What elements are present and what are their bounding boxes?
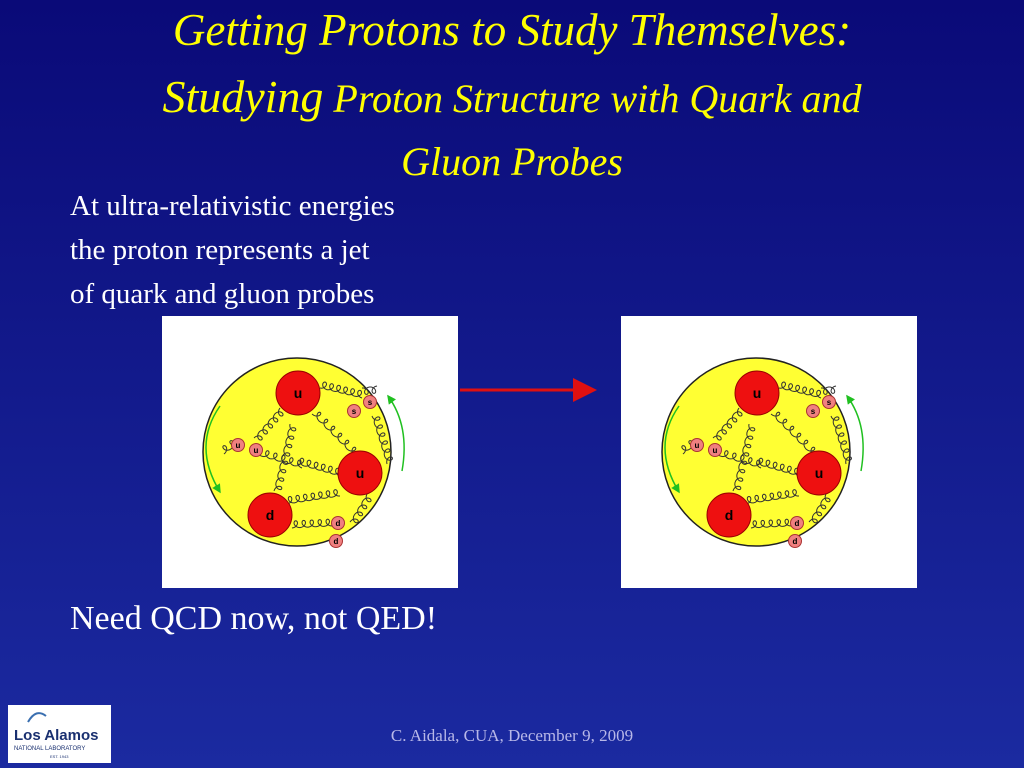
quark-label: s: [811, 407, 816, 416]
gluon: [821, 385, 837, 395]
gluon: [712, 447, 762, 469]
title-rest: Proton Structure with Quark and: [333, 76, 862, 121]
gluon: [286, 489, 340, 505]
gluon: [222, 440, 239, 455]
proton: [202, 357, 392, 547]
valence-quark: [706, 492, 752, 538]
quark-label: u: [294, 385, 303, 401]
gluon: [371, 415, 393, 465]
proton: [661, 357, 851, 547]
quark-label: s: [827, 398, 832, 407]
gluon: [681, 440, 698, 455]
title-line: Getting Protons to Study Themselves:: [172, 5, 852, 55]
title-line: Studying Proton Structure with Quark and: [0, 70, 1024, 123]
gluon: [778, 381, 822, 399]
conclusion: Need QCD now, not QED!: [70, 600, 438, 637]
quark-label: u: [254, 446, 259, 455]
gluon: [712, 407, 743, 441]
logo-sub: NATIONAL LABORATORY: [14, 746, 85, 752]
valence-quark: [796, 450, 842, 496]
gluon: [319, 381, 363, 399]
color-arrow: [846, 394, 864, 472]
sea-quark: [806, 404, 820, 418]
title-lead: Studying: [162, 71, 324, 122]
color-arrow: [664, 405, 680, 494]
gluon: [755, 457, 807, 479]
color-arrow: [387, 394, 405, 472]
quark-label: s: [352, 407, 357, 416]
gluon: [830, 415, 852, 465]
sea-quark: [363, 395, 377, 409]
valence-quark: [337, 450, 383, 496]
gluon: [362, 385, 378, 395]
body-line: At ultra-relativistic energies: [70, 190, 395, 222]
sea-quark: [331, 516, 345, 530]
gluon: [253, 447, 303, 469]
sea-quark: [822, 395, 836, 409]
body-line: the proton represents a jet: [70, 234, 370, 266]
quark-label: u: [236, 441, 241, 450]
quark-label: d: [795, 519, 800, 528]
valence-quark: [734, 370, 780, 416]
logo-name: Los Alamos: [14, 727, 98, 744]
logo: Los Alamos NATIONAL LABORATORY EST. 1943: [8, 705, 111, 763]
sea-quark: [690, 438, 704, 452]
quark-label: u: [356, 465, 365, 481]
sea-quark: [788, 534, 802, 548]
gluon: [770, 411, 816, 457]
quark-label: d: [336, 519, 341, 528]
sea-quark: [708, 443, 722, 457]
sea-quark: [790, 516, 804, 530]
gluon: [253, 407, 284, 441]
gluon: [750, 518, 792, 529]
gluon: [808, 493, 831, 524]
quark-label: u: [815, 465, 824, 481]
quark-label: u: [695, 441, 700, 450]
quark-label: u: [713, 446, 718, 455]
title-line: Gluon Probes: [401, 139, 623, 184]
sea-quark: [231, 438, 245, 452]
gluon: [349, 493, 372, 524]
valence-quark: [247, 492, 293, 538]
quark-label: d: [266, 507, 275, 523]
sea-quark: [249, 443, 263, 457]
quark-label: s: [368, 398, 373, 407]
logo-est: EST. 1943: [50, 754, 69, 759]
footer: C. Aidala, CUA, December 9, 2009: [390, 726, 634, 745]
color-arrow: [205, 405, 221, 494]
quark-label: u: [753, 385, 762, 401]
quark-label: d: [725, 507, 734, 523]
gluon: [296, 457, 348, 479]
sea-quark: [329, 534, 343, 548]
quark-label: d: [334, 537, 339, 546]
valence-quark: [275, 370, 321, 416]
gluon: [311, 411, 357, 457]
body-line: of quark and gluon probes: [70, 278, 375, 310]
gluon: [291, 518, 333, 529]
quark-label: d: [793, 537, 798, 546]
sea-quark: [347, 404, 361, 418]
gluon: [745, 489, 799, 505]
